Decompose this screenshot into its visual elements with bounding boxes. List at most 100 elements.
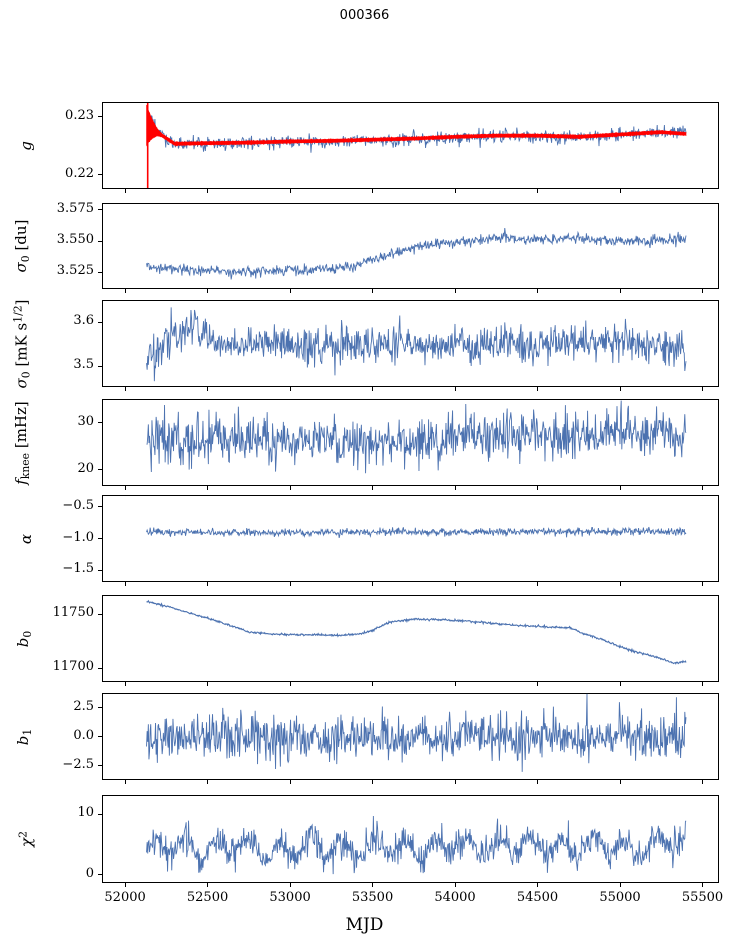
ytick-mark-sigma0_du-2 — [98, 209, 102, 211]
ytick-label-alpha-0: −0.5 — [62, 497, 94, 513]
xtick-label-0: 52000 — [104, 890, 146, 905]
ylabel-b1: b1 — [13, 728, 35, 745]
ytick-mark-sigma0_mk-0 — [98, 365, 102, 367]
plot-area-b1 — [146, 693, 687, 772]
panel-frame-b0 — [102, 595, 719, 682]
panel-sigma0_mk — [102, 300, 719, 387]
xtick-mark-0-0 — [124, 189, 126, 193]
series-sigma0_mk — [146, 307, 687, 382]
series-chi2 — [146, 815, 687, 875]
xtick-mark-6-5 — [537, 780, 539, 784]
ytick-mark-sigma0_du-1 — [98, 240, 102, 242]
xtick-mark-2-4 — [454, 387, 456, 391]
xtick-mark-0-4 — [454, 189, 456, 193]
ylabel-sigma0_mk: σ0 [mK s1/2] — [11, 299, 33, 388]
xtick-mark-2-2 — [289, 387, 291, 391]
xtick-mark-6-1 — [207, 780, 209, 784]
xtick-label-3: 53500 — [351, 890, 394, 905]
xtick-mark-4-6 — [619, 582, 621, 586]
xtick-mark-5-7 — [702, 682, 704, 686]
series-b_1 — [146, 693, 687, 772]
xtick-mark-2-6 — [619, 387, 621, 391]
ytick-label-b0-1: 11750 — [52, 605, 94, 621]
xtick-mark-0-3 — [372, 189, 374, 193]
ytick-mark-alpha-0 — [98, 506, 102, 508]
ytick-mark-fknee-0 — [98, 469, 102, 471]
xtick-mark-3-7 — [702, 486, 704, 490]
ytick-mark-alpha-2 — [98, 569, 102, 572]
ylabel-alpha: α — [17, 533, 35, 544]
ytick-label-chi2-0: 0 — [85, 865, 94, 881]
ytick-label-fknee-0: 20 — [77, 460, 94, 476]
xtick-mark-0-5 — [537, 189, 539, 193]
xtick-mark-2-1 — [207, 387, 209, 391]
xtick-mark-1-3 — [372, 289, 374, 293]
ytick-label-alpha-2: −1.5 — [62, 561, 94, 577]
xtick-mark-6-2 — [289, 780, 291, 784]
ytick-mark-b1-2 — [98, 707, 102, 709]
xtick-mark-3-6 — [619, 486, 621, 490]
ytick-label-b0-0: 11700 — [52, 659, 94, 675]
ytick-label-b1-2: 2.5 — [73, 698, 94, 714]
ytick-mark-g-0 — [98, 174, 102, 176]
plot-area-fknee — [146, 400, 687, 474]
xtick-mark-3-4 — [454, 486, 456, 490]
panel-frame-alpha — [102, 495, 719, 582]
xtick-mark-4-7 — [702, 582, 704, 586]
ytick-label-sigma0_du-1: 3.550 — [56, 232, 94, 247]
xtick-mark-0-7 — [702, 189, 704, 193]
xtick-mark-5-6 — [619, 682, 621, 686]
xtick-mark-3-1 — [207, 486, 209, 490]
xtick-mark-7-3 — [372, 883, 374, 887]
xtick-mark-5-3 — [372, 682, 374, 686]
xtick-mark-3-5 — [537, 486, 539, 490]
ytick-mark-chi2-1 — [98, 813, 102, 815]
xtick-label-4: 54000 — [434, 890, 476, 905]
xtick-mark-6-3 — [372, 780, 374, 784]
xtick-label-7: 55500 — [681, 890, 724, 905]
xtick-mark-4-1 — [207, 582, 209, 586]
ytick-mark-g-1 — [98, 116, 102, 118]
panel-sigma0_du — [102, 203, 719, 289]
xtick-mark-0-1 — [207, 189, 209, 193]
panel-g — [102, 102, 719, 189]
ytick-label-sigma0_mk-1: 3.6 — [73, 313, 94, 329]
ylabel-sigma0_du: σ0 [du] — [11, 219, 33, 273]
xtick-mark-7-7 — [702, 883, 704, 887]
ytick-mark-b1-0 — [98, 765, 102, 767]
ytick-label-g-1: 0.23 — [65, 107, 94, 123]
xtick-mark-7-6 — [619, 883, 621, 887]
xtick-mark-6-4 — [454, 780, 456, 784]
series-g_smoothed — [146, 104, 687, 147]
panel-b0 — [102, 595, 719, 682]
xtick-mark-4-0 — [124, 582, 126, 586]
ylabel-g: g — [17, 140, 35, 151]
xtick-mark-4-4 — [454, 582, 456, 586]
xtick-mark-0-6 — [619, 189, 621, 193]
xtick-mark-2-5 — [537, 387, 539, 391]
ylabel-b0: b0 — [13, 630, 35, 647]
xtick-mark-3-0 — [124, 486, 126, 490]
x-axis-label: MJD — [345, 915, 384, 935]
series-b_0 — [146, 599, 687, 665]
xtick-mark-5-4 — [454, 682, 456, 686]
xtick-mark-7-1 — [207, 883, 209, 887]
xtick-mark-4-2 — [289, 582, 291, 586]
xtick-mark-1-2 — [289, 289, 291, 293]
xtick-mark-6-0 — [124, 780, 126, 784]
xtick-mark-1-5 — [537, 289, 539, 293]
panel-b1 — [102, 693, 719, 780]
xtick-mark-6-7 — [702, 780, 704, 784]
xtick-mark-4-3 — [372, 582, 374, 586]
xtick-label-2: 53000 — [269, 890, 311, 905]
ytick-mark-b1-1 — [98, 736, 102, 738]
xtick-mark-5-2 — [289, 682, 291, 686]
panel-chi2 — [102, 795, 719, 883]
ytick-label-fknee-1: 30 — [77, 413, 94, 429]
ytick-mark-b0-1 — [98, 613, 102, 615]
plot-area-chi2 — [146, 815, 687, 875]
xtick-mark-4-5 — [537, 582, 539, 586]
figure-title: 000366 — [339, 8, 390, 23]
xtick-label-6: 55000 — [599, 890, 641, 905]
